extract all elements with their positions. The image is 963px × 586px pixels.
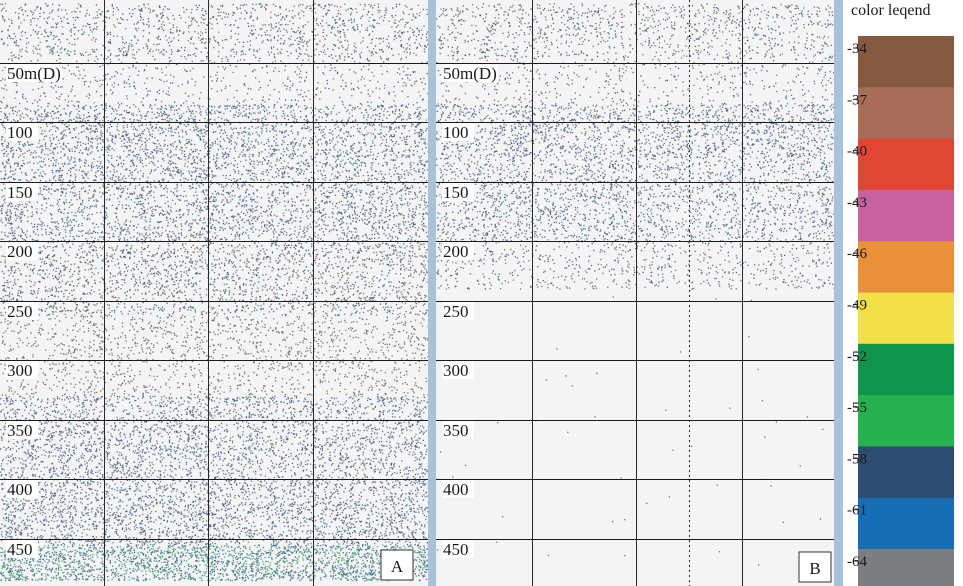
panel-separator xyxy=(428,0,436,586)
depth-label-box-350 xyxy=(6,421,38,439)
panel-b-grid xyxy=(436,0,834,586)
panel-a-echo-dots xyxy=(0,3,430,582)
legend-ticks: -34 -37 -40 -43 -46 -49 -52 -55 -58 -61 -64 xyxy=(847,41,867,570)
panel-b-depth-labels: 50m(D) 100 150 200 250 300 350 400 450 xyxy=(442,64,498,559)
legend-swatch-2 xyxy=(858,87,954,140)
legend-tick-label-2: -37 xyxy=(847,92,867,108)
depth-label-150: 150 xyxy=(7,183,33,202)
legend-tick-label-3: -40 xyxy=(847,144,867,160)
depth-label-box-450 xyxy=(442,540,474,558)
depth-label-box-300 xyxy=(6,361,38,379)
echo-dots-gray xyxy=(0,3,430,546)
panel-a-label: A xyxy=(391,557,404,576)
legend-swatch-4 xyxy=(858,189,954,242)
legend-tick-label-8: -55 xyxy=(847,400,867,416)
depth-label-400: 400 xyxy=(7,480,33,499)
depth-label-300: 300 xyxy=(7,361,33,380)
depth-label-450: 450 xyxy=(443,540,469,559)
depth-label-box-200 xyxy=(442,242,474,260)
depth-label-box-150 xyxy=(6,183,38,201)
depth-label-350: 350 xyxy=(443,421,469,440)
depth-label-box-250 xyxy=(6,302,38,320)
echogram-panel-b: 50m(D) 100 150 200 250 300 350 400 450 B xyxy=(436,0,836,586)
legend-separator xyxy=(834,0,843,586)
legend-tick-label-7: -52 xyxy=(847,349,867,365)
depth-label-50: 50m(D) xyxy=(7,64,61,83)
depth-label-250: 250 xyxy=(7,302,33,321)
panel-a-depth-labels: 50m(D) 100 150 200 250 300 350 400 450 xyxy=(6,64,62,559)
legend-tick-label-6: -49 xyxy=(847,298,867,314)
depth-label-box-250 xyxy=(442,302,474,320)
legend-swatch-5 xyxy=(858,241,954,294)
depth-label-250: 250 xyxy=(443,302,469,321)
legend-tick-label-11: -64 xyxy=(847,554,867,570)
depth-label-200: 200 xyxy=(7,242,33,261)
depth-label-box-300 xyxy=(442,361,474,379)
depth-label-box-450 xyxy=(6,540,38,558)
depth-label-box-200 xyxy=(6,242,38,260)
legend-swatches xyxy=(858,36,954,586)
depth-label-150: 150 xyxy=(443,183,469,202)
panel-a-tag: A xyxy=(380,549,414,581)
depth-label-box-100 xyxy=(6,123,38,141)
panel-a-background xyxy=(0,0,428,586)
legend-swatch-3 xyxy=(858,138,954,191)
legend-swatch-1 xyxy=(858,36,954,88)
legend-tick-label-10: -61 xyxy=(847,503,867,519)
depth-label-400: 400 xyxy=(443,480,469,499)
panel-b-background xyxy=(436,0,834,586)
depth-label-350: 350 xyxy=(7,421,33,440)
depth-label-100: 100 xyxy=(7,123,33,142)
echogram-panel-a: 50m(D) 100 150 200 250 300 350 400 450 A xyxy=(0,0,430,586)
depth-label-box-400 xyxy=(442,480,474,498)
depth-label-box-350 xyxy=(442,421,474,439)
panel-b-label: B xyxy=(809,559,820,578)
legend-swatch-8 xyxy=(858,395,954,447)
legend-tick-label-5: -46 xyxy=(847,246,867,262)
depth-label-box-100 xyxy=(442,123,474,141)
legend-swatch-11 xyxy=(858,549,954,586)
legend-swatch-7 xyxy=(858,343,954,396)
depth-label-450: 450 xyxy=(7,540,33,559)
depth-label-100: 100 xyxy=(443,123,469,142)
legend-tick-label-9: -58 xyxy=(847,451,867,467)
legend-title: color leqend xyxy=(851,2,931,19)
depth-label-50: 50m(D) xyxy=(443,64,497,83)
depth-label-box-50 xyxy=(442,64,498,82)
depth-label-box-150 xyxy=(442,183,474,201)
depth-label-box-400 xyxy=(6,480,38,498)
panel-b-tag: B xyxy=(798,551,832,583)
legend-tick-label-1: -34 xyxy=(847,41,867,57)
depth-label-300: 300 xyxy=(443,361,469,380)
legend-tick-label-4: -43 xyxy=(847,195,867,211)
depth-label-box-50 xyxy=(6,64,62,82)
legend-swatch-6 xyxy=(858,292,954,345)
panel-a-grid xyxy=(0,0,428,586)
legend-swatch-9 xyxy=(858,446,954,499)
legend-swatch-10 xyxy=(858,497,954,550)
color-legend: color leqend -34 -37 -40 -43 -46 -49 -52 -55 -58… xyxy=(847,2,954,586)
depth-label-200: 200 xyxy=(443,242,469,261)
